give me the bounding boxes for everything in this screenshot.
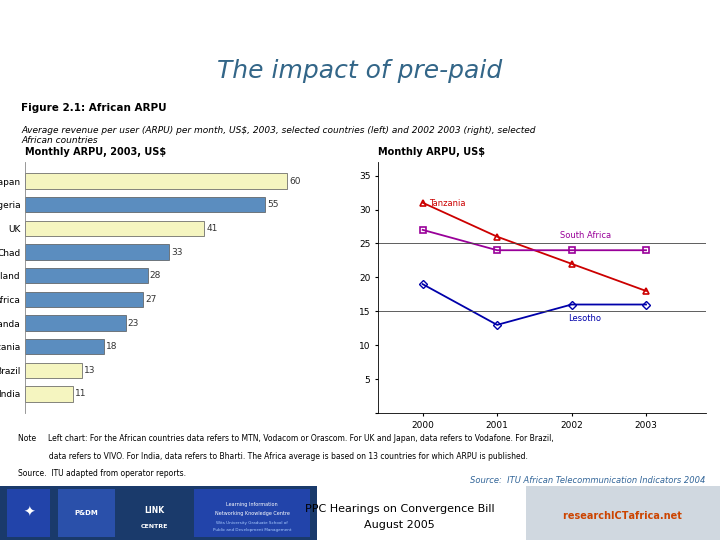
Text: 11: 11 xyxy=(76,389,87,399)
Text: Monthly ARPU, US$: Monthly ARPU, US$ xyxy=(378,147,485,157)
Text: 55: 55 xyxy=(268,200,279,210)
Text: LINK: LINK xyxy=(145,506,165,515)
Bar xyxy=(58,489,115,537)
Bar xyxy=(7,489,50,537)
Bar xyxy=(25,363,82,378)
Bar xyxy=(25,268,148,284)
Text: CENTRE: CENTRE xyxy=(141,524,168,529)
Text: Average revenue per user (ARPU) per month, US$, 2003, selected countries (left) : Average revenue per user (ARPU) per mont… xyxy=(22,126,536,145)
Text: 33: 33 xyxy=(171,247,183,256)
Text: Wits University Graduate School of: Wits University Graduate School of xyxy=(216,521,288,525)
Bar xyxy=(25,173,287,189)
Text: 18: 18 xyxy=(106,342,117,351)
Text: Public and Development Management: Public and Development Management xyxy=(212,528,292,532)
Text: Networking Knowledge Centre: Networking Knowledge Centre xyxy=(215,510,289,516)
Text: 60: 60 xyxy=(289,177,301,186)
Bar xyxy=(25,197,266,212)
Text: Average Revenue per User (ARPU): Average Revenue per User (ARPU) xyxy=(186,25,534,43)
Text: Note     Left chart: For the African countries data refers to MTN, Vodacom or Or: Note Left chart: For the African countri… xyxy=(18,434,554,443)
Bar xyxy=(122,489,187,537)
Text: Monthly ARPU, 2003, US$: Monthly ARPU, 2003, US$ xyxy=(25,147,166,157)
Text: research​ICT​africa​.net: research​ICT​africa​.net xyxy=(563,511,683,521)
Text: data refers to VIVO. For India, data refers to Bharti. The Africa average is bas: data refers to VIVO. For India, data ref… xyxy=(18,451,528,461)
Bar xyxy=(0,486,317,540)
Text: August 2005: August 2005 xyxy=(364,520,435,530)
Text: P&DM: P&DM xyxy=(75,510,98,516)
Text: 13: 13 xyxy=(84,366,96,375)
Text: The impact of pre-paid: The impact of pre-paid xyxy=(217,59,503,83)
Bar xyxy=(526,486,720,540)
Text: Tanzania: Tanzania xyxy=(428,199,465,208)
Text: 27: 27 xyxy=(145,295,157,304)
Bar xyxy=(25,245,169,260)
Text: Source.  ITU adapted from operator reports.: Source. ITU adapted from operator report… xyxy=(18,469,186,478)
Bar xyxy=(25,315,126,330)
Text: Figure 2.1: African ARPU: Figure 2.1: African ARPU xyxy=(22,103,167,113)
Text: Lesotho: Lesotho xyxy=(568,314,601,323)
Text: Learning Information: Learning Information xyxy=(226,502,278,508)
Text: 41: 41 xyxy=(207,224,218,233)
Text: South Africa: South Africa xyxy=(560,231,611,240)
Text: 28: 28 xyxy=(150,271,161,280)
Text: PPC Hearings on Convergence Bill: PPC Hearings on Convergence Bill xyxy=(305,504,495,514)
Bar xyxy=(25,292,143,307)
Bar xyxy=(194,489,310,537)
Bar xyxy=(25,339,104,354)
Text: 23: 23 xyxy=(128,319,139,328)
Text: Source:  ITU African Telecommunication Indicators 2004: Source: ITU African Telecommunication In… xyxy=(470,476,706,485)
Bar xyxy=(25,386,73,402)
Bar xyxy=(25,221,204,236)
Text: ✦: ✦ xyxy=(23,506,35,520)
